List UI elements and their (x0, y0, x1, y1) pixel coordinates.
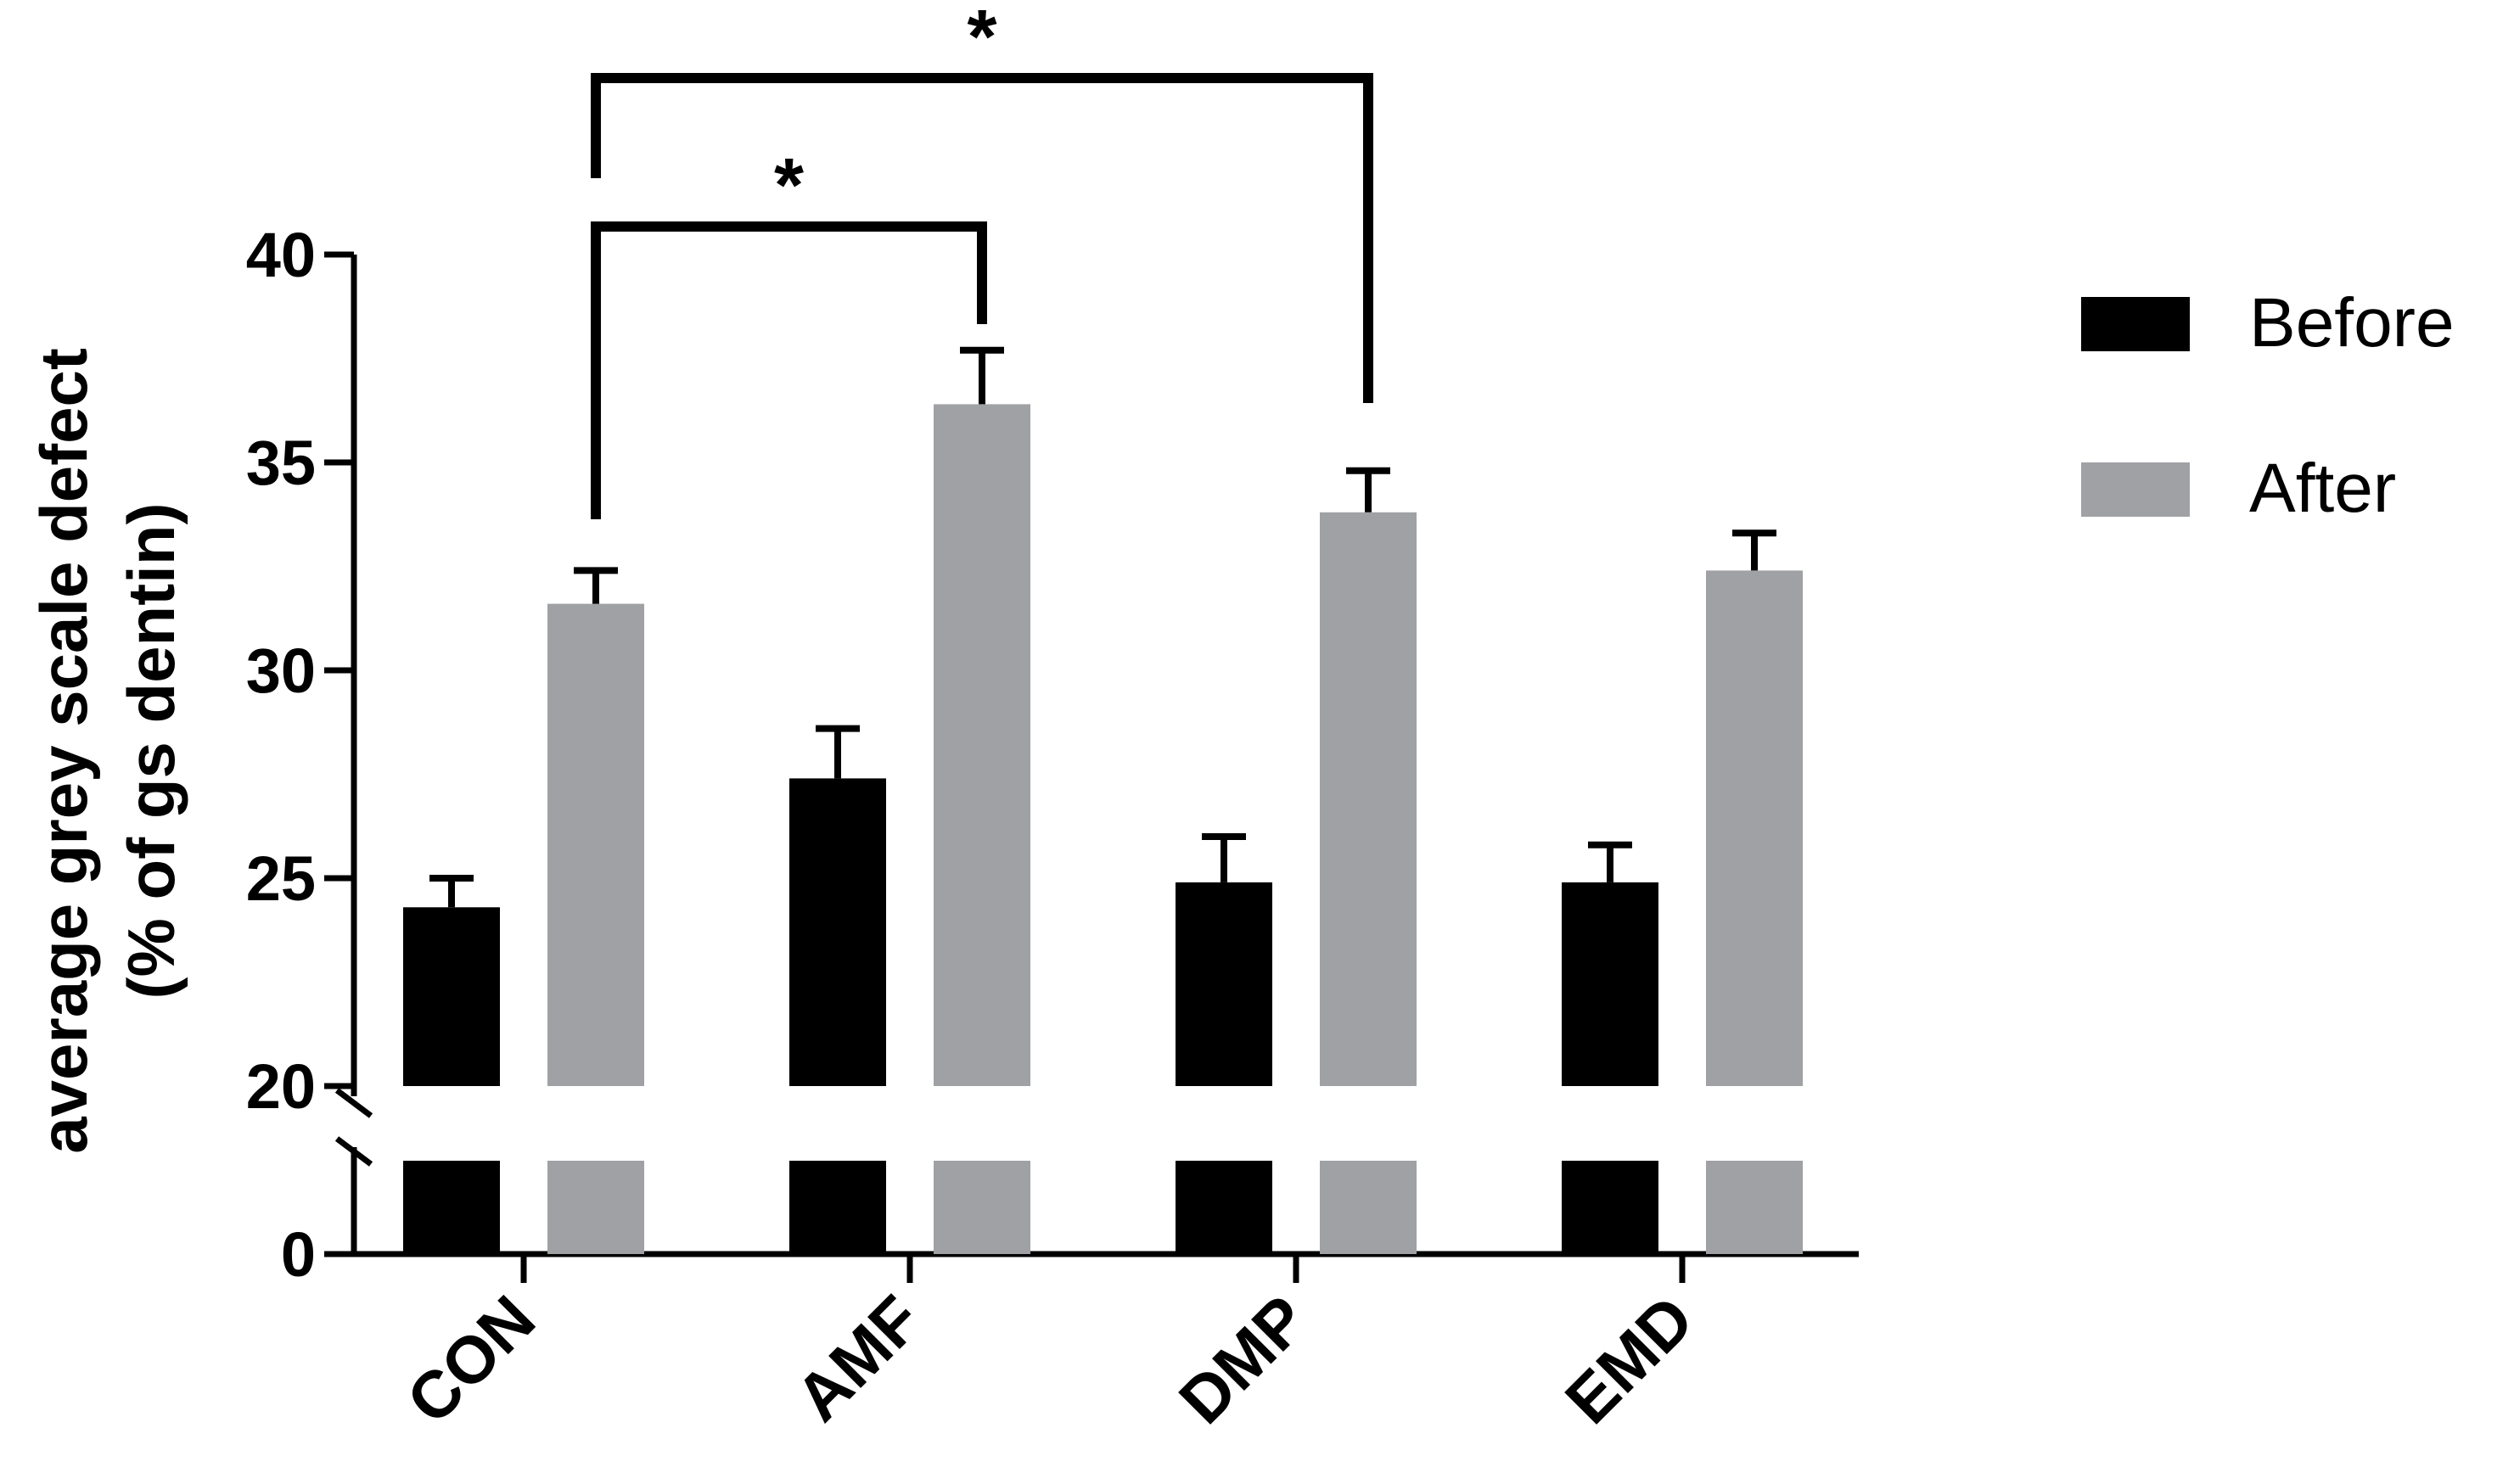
y-axis-label-line2: (% of gs dentin) (114, 503, 188, 1000)
bar-dmp-before-lower (1176, 1161, 1272, 1254)
significance-bracket-con-amf (591, 221, 987, 519)
bar-con-after-upper (547, 603, 644, 1086)
bar-dmp-after-upper (1320, 512, 1417, 1086)
bar-con-after-lower (547, 1161, 644, 1254)
significance-star-con-dmp: * (967, 0, 996, 80)
bar-con-before-lower (403, 1161, 500, 1254)
x-tick-label-dmp: DMP (1164, 1281, 1322, 1438)
y-axis-label: average grey scale defect (% of gs denti… (26, 348, 188, 1154)
legend: Before After (2081, 284, 2455, 527)
legend-label-after: After (2249, 450, 2396, 527)
bar-emd-before-lower (1562, 1161, 1658, 1254)
legend-swatch-after (2081, 462, 2190, 517)
plot-area: 0 20 25 30 35 40 CON AMF DMP EMD * * (246, 0, 1859, 1438)
bar-emd-before-upper (1562, 882, 1658, 1086)
legend-label-before: Before (2249, 284, 2455, 361)
bar-amf-before-upper (789, 778, 886, 1086)
legend-swatch-before (2081, 297, 2190, 351)
y-axis-label-line1: average grey scale defect (26, 348, 101, 1154)
y-tick-label-30: 30 (246, 636, 316, 706)
axis-break-mark-upper (334, 1088, 373, 1118)
bar-dmp-after-lower (1320, 1161, 1417, 1254)
axis-break-mark-lower (334, 1136, 373, 1167)
y-tick-label-40: 40 (246, 220, 316, 290)
x-tick-label-amf: AMF (781, 1281, 935, 1436)
y-tick-label-0: 0 (281, 1219, 316, 1290)
bar-emd-after-upper (1706, 570, 1803, 1086)
bar-amf-after-upper (934, 404, 1030, 1086)
y-tick-label-35: 35 (246, 428, 316, 498)
bar-amf-after-lower (934, 1161, 1030, 1254)
significance-bracket-con-dmp (591, 73, 1373, 403)
bar-con-before-upper (403, 907, 500, 1086)
bar-amf-before-lower (789, 1161, 886, 1254)
x-tick-label-con: CON (392, 1281, 549, 1438)
y-tick-label-20: 20 (246, 1051, 316, 1122)
x-tick-label-emd: EMD (1551, 1281, 1708, 1438)
significance-star-con-amf: * (774, 143, 804, 228)
bar-dmp-before-upper (1176, 882, 1272, 1086)
bar-emd-after-lower (1706, 1161, 1803, 1254)
y-tick-label-25: 25 (246, 843, 316, 914)
